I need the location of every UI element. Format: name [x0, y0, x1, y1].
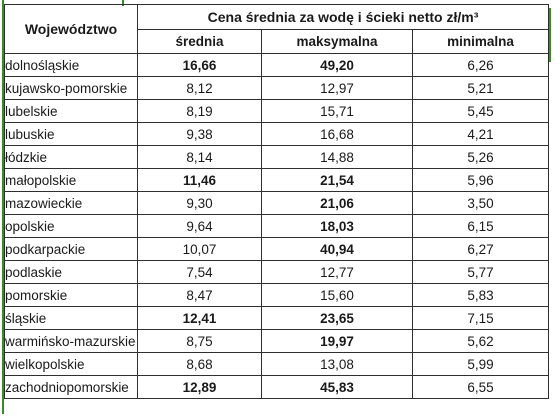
row-max-price: 16,68	[261, 122, 413, 146]
row-min-price: 6,26	[411, 53, 550, 77]
table-row: mazowieckie 9,30 21,06 3,50	[4, 191, 550, 215]
row-max-price: 23,65	[261, 306, 413, 330]
row-avg-price: 9,38	[137, 122, 262, 146]
row-voivodeship-name: podlaskie	[4, 260, 138, 284]
row-min-price: 7,15	[411, 306, 550, 330]
row-voivodeship-name: zachodniopomorskie	[4, 375, 138, 399]
row-min-price: 5,21	[411, 76, 550, 100]
row-avg-price: 8,47	[137, 283, 262, 307]
row-max-price: 18,03	[261, 214, 413, 238]
row-min-price: 5,83	[411, 283, 550, 307]
header-max: maksymalna	[261, 29, 413, 54]
row-voivodeship-name: małopolskie	[4, 168, 138, 192]
row-max-price: 15,60	[261, 283, 413, 307]
table-row: małopolskie 11,46 21,54 5,96	[4, 168, 550, 192]
table-body: dolnośląskie 16,66 49,20 6,26 kujawsko-pomor…	[4, 53, 550, 399]
table-row: pomorskie 8,47 15,60 5,83	[4, 283, 550, 307]
table-row: łódzkie 8,14 14,88 5,26	[4, 145, 550, 169]
row-avg-price: 12,41	[137, 306, 262, 330]
header-price-group: Cena średnia za wodę i ścieki netto zł/m…	[136, 4, 550, 30]
row-avg-price: 8,12	[137, 76, 262, 100]
row-voivodeship-name: lubuskie	[4, 122, 138, 146]
row-min-price: 5,26	[411, 145, 550, 169]
row-avg-price: 9,30	[137, 191, 262, 215]
row-max-price: 12,77	[261, 260, 413, 284]
row-max-price: 13,08	[261, 352, 413, 376]
table-row: zachodniopomorskie 12,89 45,83 6,55	[4, 375, 550, 399]
row-voivodeship-name: warmińsko-mazurskie	[4, 329, 138, 353]
header-avg: średnia	[137, 29, 262, 54]
row-voivodeship-name: łódzkie	[4, 145, 138, 169]
row-voivodeship-name: pomorskie	[4, 283, 138, 307]
row-voivodeship-name: podkarpackie	[4, 237, 138, 261]
row-avg-price: 8,75	[137, 329, 262, 353]
row-avg-price: 8,19	[137, 99, 262, 123]
table-row: lubuskie 9,38 16,68 4,21	[4, 122, 550, 146]
header-min: minimalna	[411, 29, 550, 54]
row-min-price: 5,45	[411, 99, 550, 123]
row-voivodeship-name: dolnośląskie	[4, 53, 138, 77]
row-avg-price: 8,68	[137, 352, 262, 376]
row-max-price: 19,97	[261, 329, 413, 353]
row-max-price: 15,71	[261, 99, 413, 123]
table-row: wielkopolskie 8,68 13,08 5,99	[4, 352, 550, 376]
row-avg-price: 11,46	[137, 168, 262, 192]
row-min-price: 6,27	[411, 237, 550, 261]
row-max-price: 49,20	[261, 53, 413, 77]
header-voivodeship: Województwo	[4, 4, 138, 54]
row-min-price: 5,62	[411, 329, 550, 353]
frame-right-border	[549, 8, 551, 62]
table-row: warmińsko-mazurskie 8,75 19,97 5,62	[4, 329, 550, 353]
row-max-price: 14,88	[261, 145, 413, 169]
row-max-price: 12,97	[261, 76, 413, 100]
row-min-price: 5,96	[411, 168, 550, 192]
table-row: opolskie 9,64 18,03 6,15	[4, 214, 550, 238]
row-min-price: 3,50	[411, 191, 550, 215]
header-row-top: Województwo Cena średnia za wodę i ściek…	[4, 4, 550, 54]
row-avg-price: 12,89	[137, 375, 262, 399]
table-row: dolnośląskie 16,66 49,20 6,26	[4, 53, 550, 77]
row-min-price: 6,55	[411, 375, 550, 399]
row-min-price: 4,21	[411, 122, 550, 146]
row-avg-price: 16,66	[137, 53, 262, 77]
row-avg-price: 10,07	[137, 237, 262, 261]
row-min-price: 5,77	[411, 260, 550, 284]
row-avg-price: 8,14	[137, 145, 262, 169]
table-row: lubelskie 8,19 15,71 5,45	[4, 99, 550, 123]
row-avg-price: 9,64	[137, 214, 262, 238]
row-max-price: 21,54	[261, 168, 413, 192]
row-min-price: 5,99	[411, 352, 550, 376]
row-min-price: 6,15	[411, 214, 550, 238]
row-voivodeship-name: kujawsko-pomorskie	[4, 76, 138, 100]
frame-left-border	[2, 0, 4, 414]
row-max-price: 45,83	[261, 375, 413, 399]
table-header: Województwo Cena średnia za wodę i ściek…	[4, 4, 550, 54]
row-voivodeship-name: wielkopolskie	[4, 352, 138, 376]
row-voivodeship-name: lubelskie	[4, 99, 138, 123]
row-voivodeship-name: śląskie	[4, 306, 138, 330]
row-max-price: 21,06	[261, 191, 413, 215]
frame-top-tick	[122, 0, 124, 6]
row-avg-price: 7,54	[137, 260, 262, 284]
water-price-table: Województwo Cena średnia za wodę i ściek…	[4, 4, 550, 399]
table-row: kujawsko-pomorskie 8,12 12,97 5,21	[4, 76, 550, 100]
table-row: podlaskie 7,54 12,77 5,77	[4, 260, 550, 284]
table-row: śląskie 12,41 23,65 7,15	[4, 306, 550, 330]
row-voivodeship-name: mazowieckie	[4, 191, 138, 215]
row-voivodeship-name: opolskie	[4, 214, 138, 238]
row-max-price: 40,94	[261, 237, 413, 261]
table-row: podkarpackie 10,07 40,94 6,27	[4, 237, 550, 261]
